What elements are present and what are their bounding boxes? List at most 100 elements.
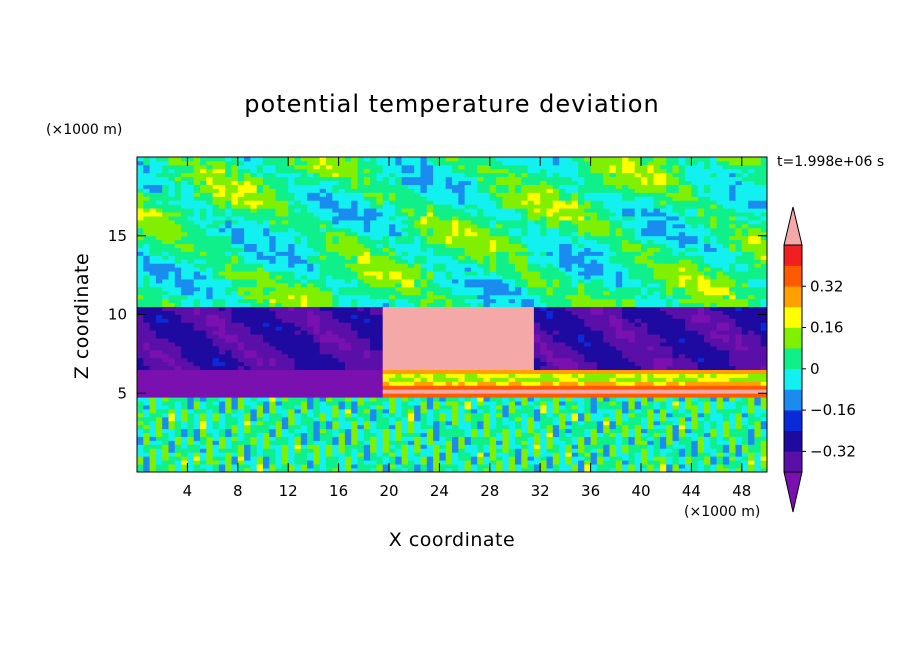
field-cell bbox=[634, 349, 642, 355]
field-cell bbox=[641, 338, 648, 343]
field-cell bbox=[395, 275, 402, 280]
field-cell bbox=[149, 322, 157, 327]
field-cell bbox=[376, 432, 384, 437]
field-cell bbox=[200, 452, 207, 457]
field-cell bbox=[666, 290, 673, 296]
field-cell bbox=[716, 275, 724, 280]
field-cell bbox=[452, 279, 459, 284]
field-cell bbox=[578, 412, 585, 418]
field-cell bbox=[395, 440, 402, 445]
field-cell bbox=[540, 393, 547, 398]
field-cell bbox=[426, 314, 434, 319]
field-cell bbox=[256, 468, 264, 473]
field-cell bbox=[559, 361, 566, 367]
field-cell bbox=[439, 298, 447, 304]
field-cell bbox=[502, 432, 510, 437]
field-cell bbox=[508, 279, 516, 284]
field-cell bbox=[319, 314, 327, 319]
field-cell bbox=[641, 349, 648, 355]
field-cell bbox=[168, 456, 176, 461]
field-cell bbox=[647, 346, 654, 351]
field-cell bbox=[389, 294, 396, 300]
field-cell bbox=[546, 409, 554, 414]
field-cell bbox=[237, 409, 245, 414]
field-cell bbox=[288, 302, 295, 308]
field-cell bbox=[187, 318, 195, 323]
field-cell bbox=[149, 349, 157, 355]
field-cell bbox=[722, 389, 730, 394]
field-cell bbox=[502, 318, 510, 323]
field-cell bbox=[225, 286, 232, 292]
field-cell bbox=[622, 279, 629, 284]
field-cell bbox=[672, 416, 680, 422]
field-cell bbox=[181, 338, 188, 343]
field-cell bbox=[401, 448, 409, 453]
field-cell bbox=[382, 393, 390, 398]
field-cell bbox=[288, 436, 295, 441]
field-cell bbox=[256, 412, 264, 418]
field-cell bbox=[193, 464, 201, 469]
field-cell bbox=[571, 381, 579, 386]
field-cell bbox=[168, 361, 176, 367]
field-cell bbox=[678, 377, 686, 382]
field-cell bbox=[326, 440, 333, 445]
field-cell bbox=[275, 405, 283, 410]
field-cell bbox=[710, 416, 717, 422]
field-cell bbox=[502, 377, 510, 382]
field-cell bbox=[357, 448, 365, 453]
field-cell bbox=[407, 373, 415, 378]
field-cell bbox=[137, 424, 144, 430]
field-cell bbox=[515, 428, 522, 434]
field-cell bbox=[237, 452, 245, 457]
field-cell bbox=[735, 416, 743, 422]
field-cell bbox=[344, 412, 352, 418]
field-cell bbox=[741, 377, 749, 382]
field-cell bbox=[685, 326, 692, 331]
field-cell bbox=[502, 468, 510, 473]
field-cell bbox=[722, 440, 730, 445]
field-cell bbox=[193, 322, 201, 327]
field-cell bbox=[332, 436, 339, 441]
field-cell bbox=[470, 381, 478, 386]
field-cell bbox=[559, 440, 566, 445]
field-cell bbox=[395, 432, 402, 437]
field-cell bbox=[300, 286, 308, 292]
field-cell bbox=[521, 416, 528, 422]
field-cell bbox=[263, 283, 270, 288]
field-cell bbox=[691, 326, 699, 331]
field-cell bbox=[754, 279, 762, 284]
field-cell bbox=[521, 381, 528, 386]
field-cell bbox=[571, 416, 579, 422]
field-cell bbox=[149, 283, 157, 288]
field-cell bbox=[269, 361, 276, 367]
field-cell bbox=[401, 369, 409, 374]
field-cell bbox=[653, 416, 661, 422]
field-cell bbox=[181, 279, 188, 284]
field-cell bbox=[426, 286, 434, 292]
field-cell bbox=[162, 314, 169, 319]
field-cell bbox=[225, 456, 232, 461]
field-cell bbox=[634, 416, 642, 422]
field-cell bbox=[760, 346, 768, 351]
field-cell bbox=[300, 432, 308, 437]
field-cell bbox=[596, 416, 604, 422]
field-cell bbox=[496, 385, 503, 390]
field-cell bbox=[250, 440, 258, 445]
field-cell bbox=[647, 306, 654, 311]
field-cell bbox=[722, 361, 730, 367]
field-cell bbox=[218, 275, 226, 280]
field-cell bbox=[237, 349, 245, 355]
field-cell bbox=[193, 326, 201, 331]
field-cell bbox=[218, 405, 226, 410]
field-cell bbox=[565, 302, 573, 308]
field-cell bbox=[678, 314, 686, 319]
field-cell bbox=[439, 353, 447, 359]
field-cell bbox=[433, 330, 440, 335]
field-cell bbox=[370, 409, 377, 414]
field-cell bbox=[445, 377, 453, 382]
field-cell bbox=[288, 318, 295, 323]
field-cell bbox=[363, 314, 371, 319]
field-cell bbox=[710, 365, 717, 371]
field-cell bbox=[300, 298, 308, 304]
field-cell bbox=[395, 357, 402, 363]
